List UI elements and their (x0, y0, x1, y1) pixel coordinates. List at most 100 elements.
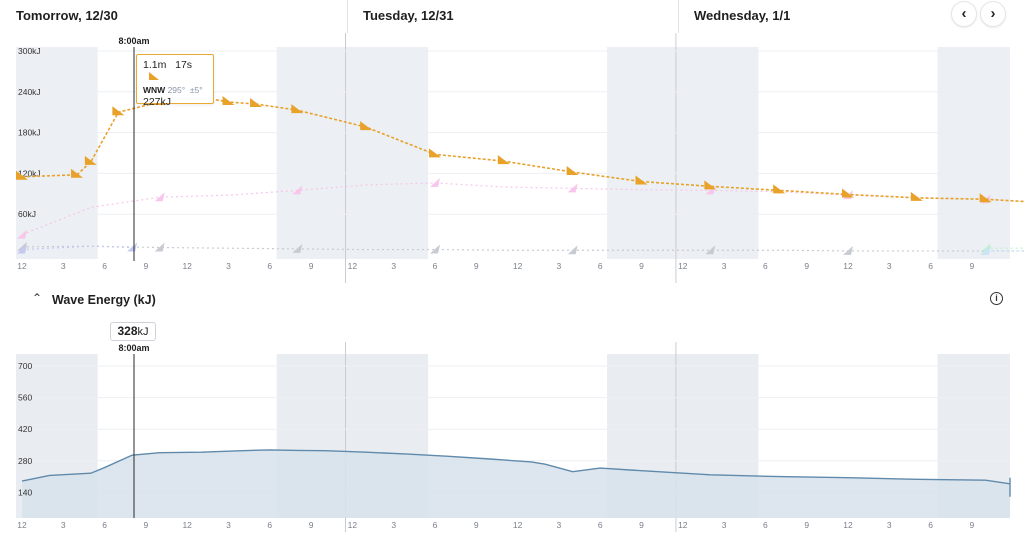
y-tick-label: 560 (18, 393, 32, 403)
y-tick-label: 240kJ (18, 87, 41, 97)
x-tick-label: 3 (887, 520, 892, 530)
wave-energy-value: 328 (117, 324, 138, 338)
swell-direction-marker (292, 185, 303, 195)
day-label-tuesday: Tuesday, 12/31 (363, 8, 454, 23)
next-day-button[interactable]: › (980, 1, 1006, 27)
day-label-tomorrow: Tomorrow, 12/30 (16, 8, 118, 23)
x-tick-label: 3 (61, 520, 66, 530)
x-tick-label: 6 (928, 261, 933, 271)
swell-direction-marker (291, 104, 304, 114)
swell-series-line (21, 245, 1024, 252)
x-tick-label: 9 (639, 261, 644, 271)
x-tick-label: 12 (843, 261, 853, 271)
tooltip-degrees: 295° (167, 85, 186, 95)
x-tick-label: 9 (804, 520, 809, 530)
swell-height-chart[interactable]: 300kJ 240kJ 180kJ 120kJ 60kJ 12 3 6 9 12 3 6 9 12 3 6 9… (0, 33, 1024, 283)
swell-series-line (21, 182, 1024, 236)
x-tick-label: 12 (17, 520, 27, 530)
grid-lines (16, 33, 1010, 283)
x-tick-label: 9 (639, 520, 644, 530)
x-tick-label: 6 (102, 520, 107, 530)
night-band (607, 47, 759, 259)
x-tick-label: 6 (102, 261, 107, 271)
night-band (276, 47, 429, 259)
chevron-up-icon[interactable]: ⌃ (32, 291, 43, 305)
swell-direction-marker (292, 243, 303, 253)
swell-direction-marker (112, 106, 125, 116)
x-tick-label: 9 (970, 520, 975, 530)
tooltip-direction-label: WNW (143, 85, 166, 95)
y-axis-labels: 700 560 420 280 140 (18, 361, 32, 497)
tooltip-spread: ±5° (189, 85, 203, 95)
prev-day-button[interactable]: ‹ (951, 1, 977, 27)
x-axis-labels: 12 3 6 9 12 3 6 9 12 3 6 9 12 3 6 9 12 3 6 9 12 3 6 9 (17, 520, 974, 530)
night-band (937, 47, 1010, 259)
x-tick-label: 6 (763, 261, 768, 271)
x-tick-label: 12 (182, 520, 192, 530)
y-tick-label: 120kJ (18, 168, 41, 178)
swell-direction-marker (17, 244, 27, 254)
day-label-wednesday: Wednesday, 1/1 (694, 8, 791, 23)
day-divider (678, 0, 679, 33)
swell-direction-marker (497, 155, 510, 165)
tooltip-direction: WNW 295° ±5° (143, 85, 207, 95)
swell-direction-marker (430, 244, 440, 254)
swell-direction-arrow-icon (149, 72, 159, 80)
x-tick-label: 12 (348, 520, 358, 530)
x-tick-label: 12 (17, 261, 27, 271)
x-tick-label: 6 (267, 520, 272, 530)
x-tick-label: 3 (391, 520, 396, 530)
x-tick-label: 3 (722, 261, 727, 271)
energy-line (21, 449, 1011, 497)
wave-energy-chart[interactable]: 700 560 420 280 140 12 3 6 9 12 3 6 9 12 3 6 9 12 3 6 9 12 3 6… (0, 342, 1024, 532)
swell-direction-marker (843, 245, 853, 255)
swell-direction-marker (154, 242, 165, 252)
x-tick-label: 12 (182, 261, 192, 271)
x-tick-label: 9 (474, 261, 479, 271)
x-tick-label: 9 (309, 520, 314, 530)
x-tick-label: 12 (513, 520, 523, 530)
info-icon[interactable]: i (990, 292, 1003, 305)
tooltip-period: 17s (175, 59, 193, 71)
night-band (16, 47, 98, 259)
x-tick-label: 3 (61, 261, 66, 271)
swell-series-line (21, 96, 1024, 203)
swell-direction-marker (910, 191, 923, 201)
cursor-time-label: 8:00am (118, 343, 149, 353)
swell-direction-marker (430, 177, 440, 187)
day-header: Tomorrow, 12/30 Tuesday, 12/31 Wednesday… (0, 0, 1024, 33)
swell-direction-marker (566, 166, 579, 176)
swell-direction-marker (979, 193, 992, 203)
wave-energy-value-badge: 328kJ (110, 322, 156, 341)
y-tick-label: 140 (18, 487, 32, 497)
x-tick-label: 3 (226, 520, 231, 530)
x-tick-label: 3 (226, 261, 231, 271)
swell-direction-marker (842, 188, 854, 198)
chevron-right-icon: › (990, 5, 996, 22)
x-axis-labels: 12 3 6 9 12 3 6 9 12 3 6 9 12 3 6 9 12 3 6 9 12 3 6 9 (17, 261, 974, 271)
x-tick-label: 6 (433, 520, 438, 530)
y-tick-label: 280 (18, 456, 32, 466)
cursor-time-label: 8:00am (118, 36, 149, 46)
y-tick-label: 60kJ (18, 209, 36, 219)
y-tick-label: 700 (18, 361, 32, 371)
x-tick-label: 3 (722, 520, 727, 530)
y-tick-label: 300kJ (18, 46, 41, 56)
swell-direction-marker (16, 170, 28, 180)
swell-direction-marker (567, 245, 578, 255)
x-tick-label: 6 (763, 520, 768, 530)
swell-direction-marker (705, 245, 716, 255)
x-tick-label: 12 (678, 261, 688, 271)
x-tick-label: 3 (557, 261, 562, 271)
swell-direction-marker (127, 242, 138, 252)
tooltip-height: 1.1m (143, 59, 167, 71)
energy-area-fill (22, 449, 1010, 518)
swell-direction-marker (84, 155, 97, 165)
swell-direction-marker (567, 183, 578, 193)
night-shading (16, 47, 1010, 259)
chevron-left-icon: ‹ (961, 5, 967, 22)
tooltip-height-period: 1.1m 17s (143, 59, 207, 83)
swell-direction-marker (773, 184, 786, 194)
swell-direction-marker (17, 229, 27, 239)
x-tick-label: 9 (144, 261, 149, 271)
